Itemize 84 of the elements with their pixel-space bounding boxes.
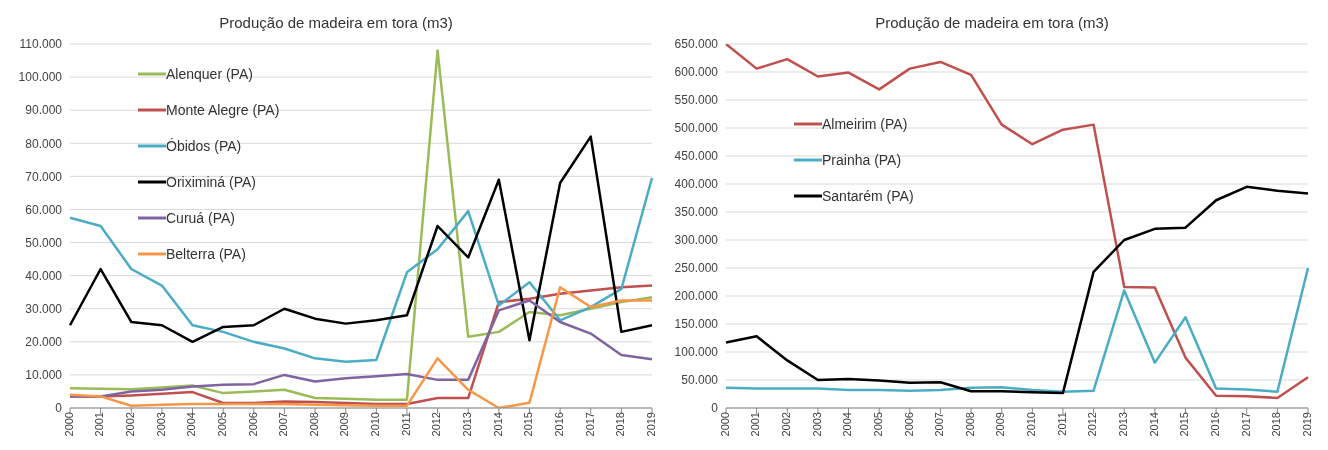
x-tick-label: 2013 (461, 412, 474, 437)
x-tick-label: 2005 (871, 412, 884, 437)
x-tick-label: 2014 (491, 412, 504, 437)
x-tick-label: 2010 (369, 412, 382, 437)
x-tick-label: 2003 (810, 412, 823, 437)
x-tick-label: 2001 (93, 412, 106, 437)
x-tick-label: 2016 (552, 412, 565, 437)
legend-label: Santarém (PA) (822, 188, 914, 204)
y-tick-label: 200.000 (674, 289, 719, 304)
x-tick-label: 2000 (718, 412, 731, 437)
y-tick-label: 650.000 (674, 37, 719, 52)
x-tick-label: 2019 (644, 412, 657, 437)
legend-label: Curuá (PA) (166, 210, 235, 226)
x-tick-label: 2010 (1025, 412, 1038, 437)
y-tick-label: 100.000 (18, 70, 63, 85)
x-tick-label: 2012 (430, 412, 443, 437)
x-tick-label: 2007 (933, 412, 946, 437)
y-tick-label: 0 (711, 401, 719, 416)
x-tick-label: 2016 (1208, 412, 1221, 437)
y-tick-label: 450.000 (674, 149, 719, 164)
legend-label: Alenquer (PA) (166, 66, 253, 82)
y-tick-label: 550.000 (674, 93, 719, 108)
line-series (724, 44, 1310, 400)
x-tick-label: 2013 (1117, 412, 1130, 437)
x-tick-label: 2014 (1147, 412, 1160, 437)
x-tick-label: 2001 (749, 412, 762, 437)
y-tick-label: 350.000 (674, 205, 719, 220)
y-tick-label: 60.000 (25, 202, 63, 217)
x-tick-label: 2019 (1300, 412, 1313, 437)
y-tick-label: 150.000 (674, 317, 719, 332)
y-tick-label: 20.000 (25, 335, 63, 350)
y-tick-label: 10.000 (25, 368, 63, 383)
x-tick-label: 2002 (124, 412, 137, 437)
line-series (68, 299, 654, 398)
line-series (724, 266, 1310, 394)
x-tick-label: 2006 (902, 412, 915, 437)
y-tick-label: 50.000 (681, 373, 719, 388)
x-tick-label: 2011 (399, 412, 412, 436)
y-tick-label: 100.000 (674, 345, 719, 360)
x-tick-label: 2012 (1086, 412, 1099, 437)
x-tick-label: 2006 (246, 412, 259, 437)
x-tick-label: 2009 (338, 412, 351, 437)
y-tick-label: 110.000 (19, 37, 63, 52)
x-tick-label: 2018 (1270, 412, 1283, 437)
y-tick-label: 250.000 (674, 261, 719, 276)
y-tick-label: 300.000 (674, 233, 719, 248)
line-series (68, 176, 654, 363)
line-series (68, 49, 654, 401)
x-tick-label: 2000 (62, 412, 75, 437)
x-tick-label: 2015 (1178, 412, 1191, 437)
x-tick-label: 2008 (307, 412, 320, 437)
y-tick-label: 400.000 (674, 177, 719, 192)
x-tick-label: 2002 (780, 412, 793, 437)
y-tick-label: 0 (55, 401, 63, 416)
x-tick-label: 2009 (994, 412, 1007, 437)
chart-title: Produção de madeira em tora (m3) (218, 13, 454, 33)
x-tick-label: 2004 (185, 412, 198, 437)
x-tick-label: 2015 (522, 412, 535, 437)
x-tick-label: 2008 (963, 412, 976, 437)
x-tick-label: 2007 (277, 412, 290, 437)
legend-label: Belterra (PA) (166, 246, 246, 262)
y-tick-label: 40.000 (25, 268, 63, 283)
x-tick-label: 2004 (841, 412, 854, 437)
legend-label: Óbidos (PA) (166, 138, 242, 154)
x-tick-label: 2005 (215, 412, 228, 437)
x-tick-label: 2017 (583, 412, 596, 437)
y-tick-label: 80.000 (25, 136, 63, 151)
legend-label: Monte Alegre (PA) (166, 102, 280, 118)
x-tick-label: 2011 (1055, 412, 1068, 436)
legend-label: Oriximiná (PA) (166, 174, 256, 190)
y-tick-label: 500.000 (674, 121, 719, 136)
x-tick-label: 2003 (154, 412, 167, 437)
y-tick-label: 90.000 (25, 103, 63, 118)
legend-label: Prainha (PA) (822, 152, 902, 168)
y-tick-label: 600.000 (674, 65, 719, 80)
line-series (68, 135, 654, 344)
x-tick-label: 2018 (614, 412, 627, 437)
y-tick-label: 70.000 (25, 169, 63, 184)
y-tick-label: 50.000 (25, 235, 63, 250)
legend-label: Almeirim (PA) (822, 116, 908, 132)
line-series (724, 185, 1310, 395)
x-tick-label: 2017 (1239, 412, 1252, 437)
chart-title: Produção de madeira em tora (m3) (874, 13, 1110, 33)
y-tick-label: 30.000 (25, 301, 63, 316)
